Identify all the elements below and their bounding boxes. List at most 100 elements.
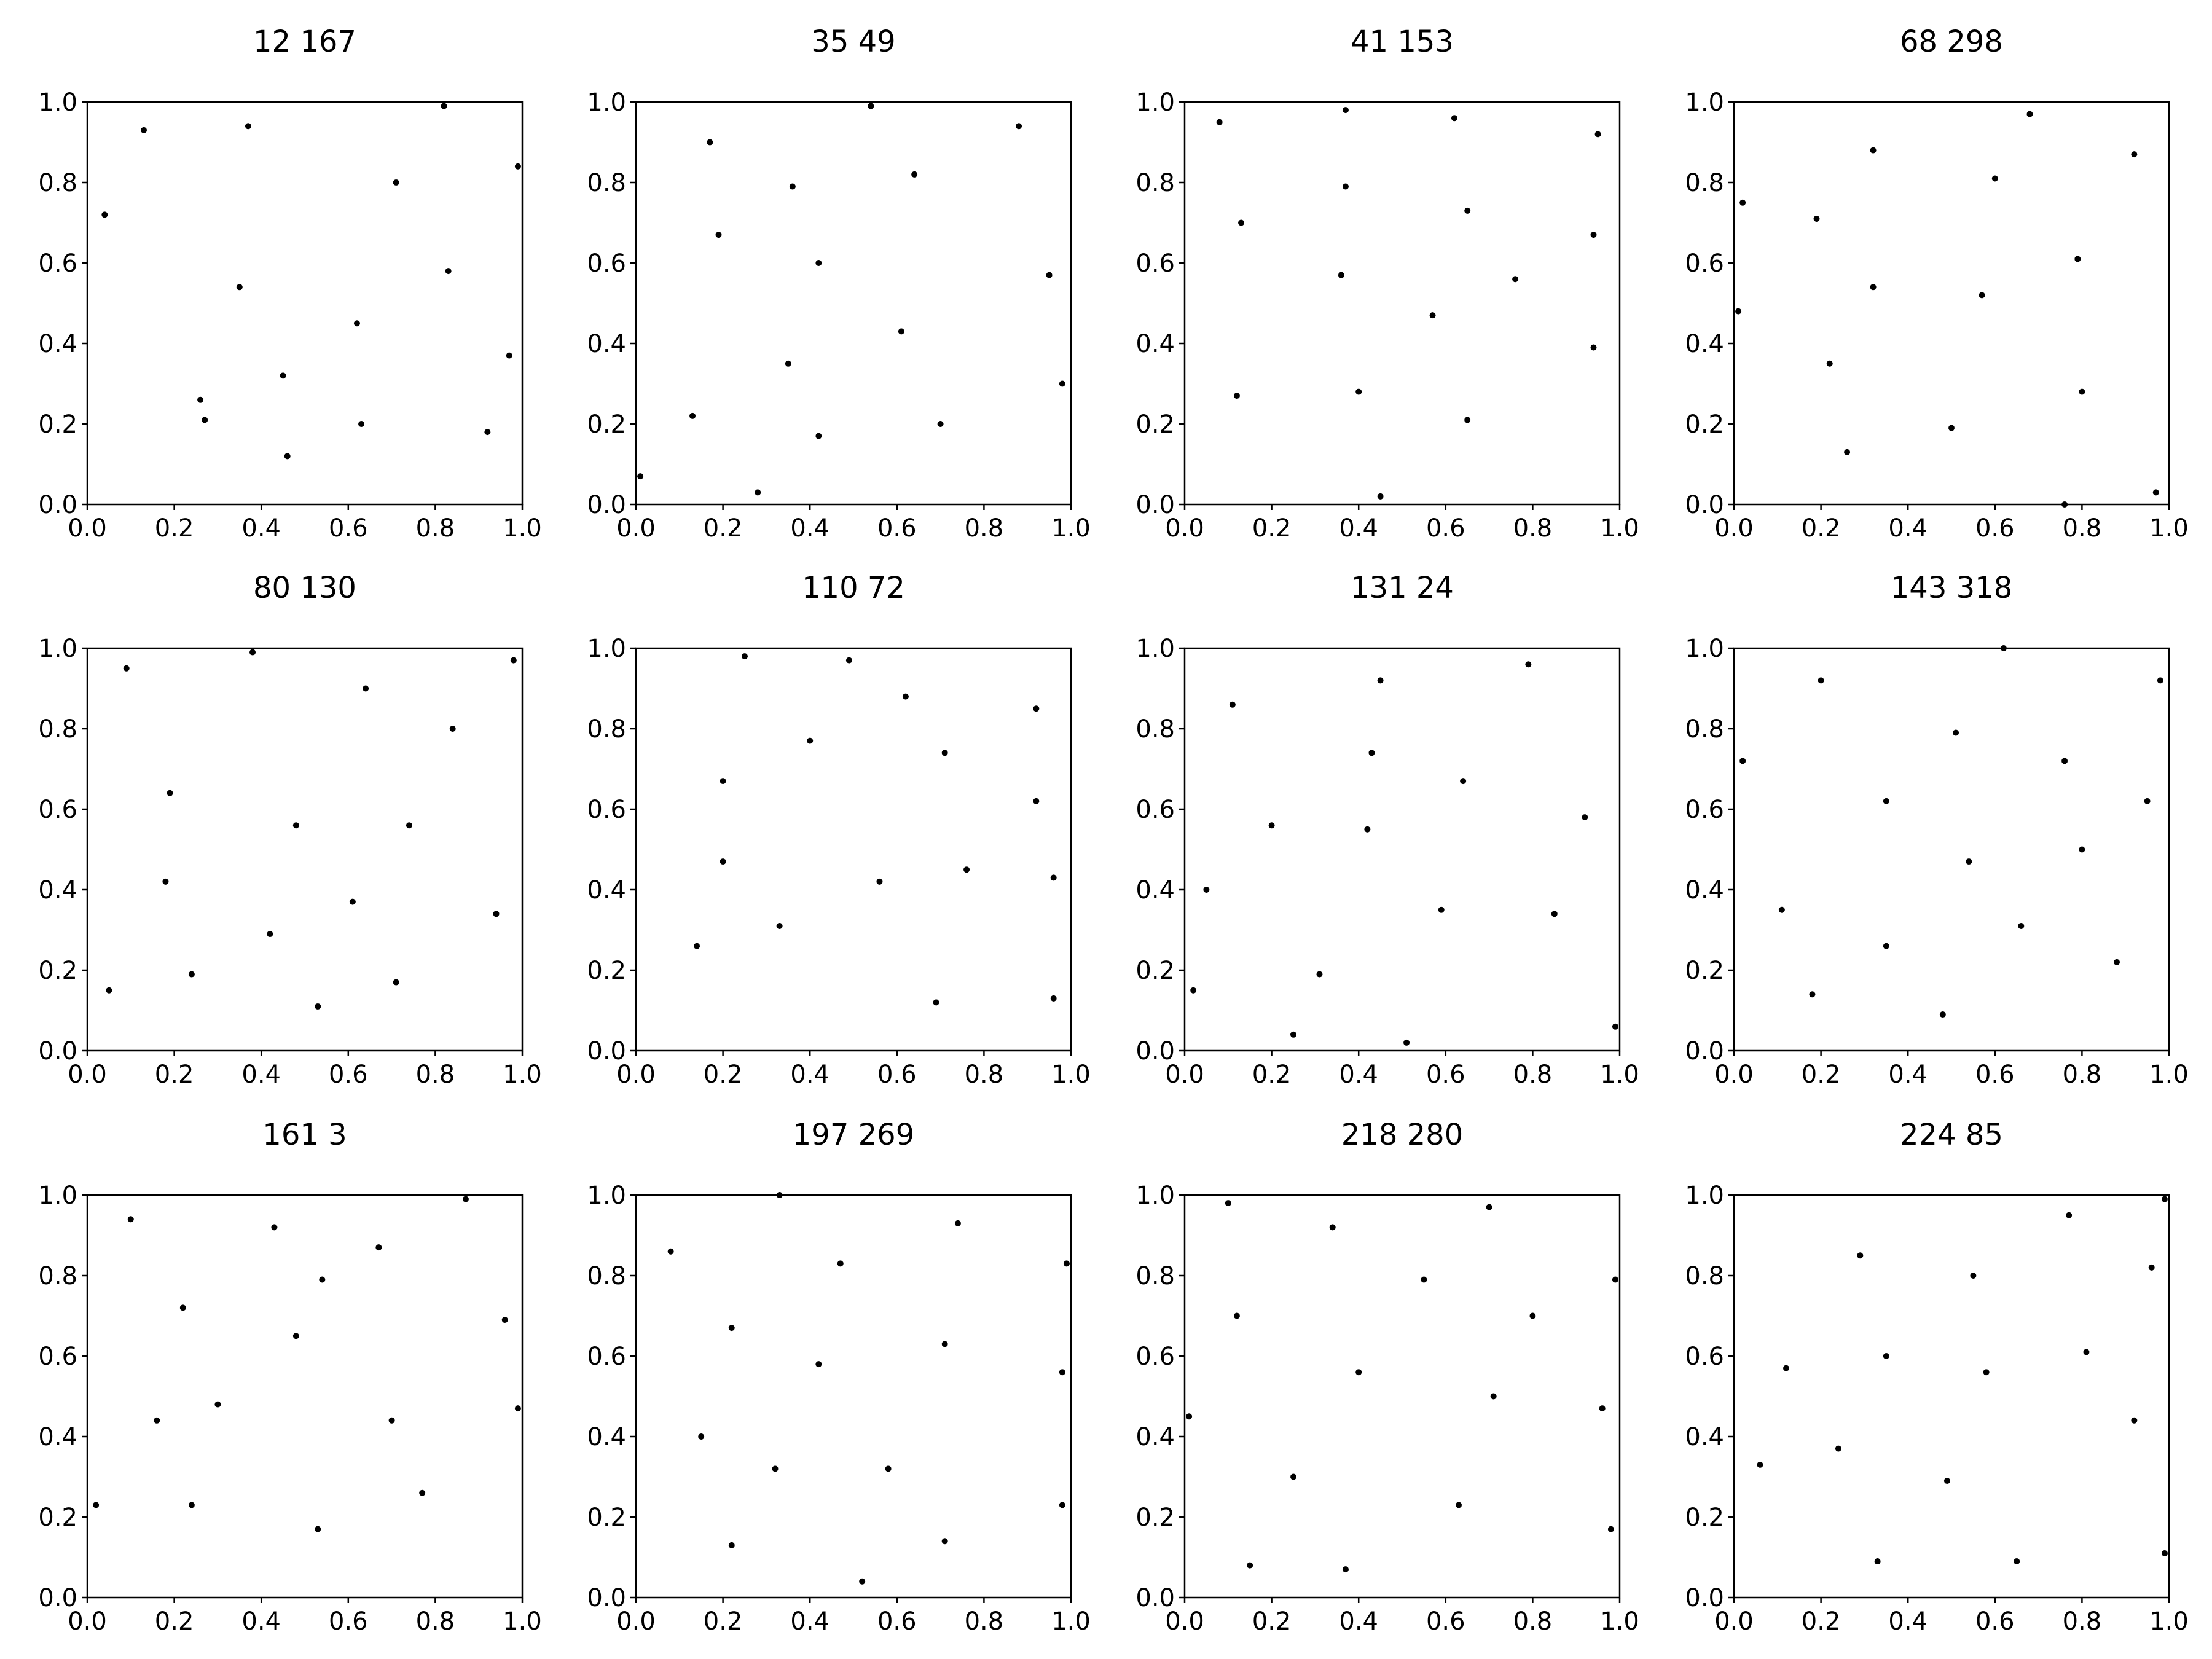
- x-tick-label: 0.2: [155, 1607, 194, 1636]
- data-point: [292, 822, 299, 829]
- y-tick-label: 0.8: [1135, 715, 1175, 743]
- x-tick-label: 1.0: [2149, 1061, 2189, 1089]
- x-tick-label: 0.4: [241, 514, 281, 543]
- data-point: [375, 1244, 382, 1251]
- data-point: [728, 1325, 735, 1332]
- data-point: [1778, 906, 1785, 913]
- y-tick-label: 1.0: [587, 635, 626, 663]
- data-point: [1599, 1405, 1606, 1412]
- data-point: [1059, 1502, 1065, 1508]
- y-tick-label: 1.0: [587, 1182, 626, 1210]
- axes-frame: [635, 101, 1072, 506]
- scatter-panel: 68 298 0.0 0.2 0.4 0.6 0.8 1.0 0.0 0.2 0.4 0.6 0.8 1…: [1685, 25, 2188, 543]
- data-point: [859, 1578, 866, 1585]
- data-point: [249, 649, 256, 656]
- y-tick-label: 0.2: [587, 1504, 626, 1532]
- data-point: [937, 421, 944, 427]
- data-point: [807, 737, 814, 744]
- y-tick-label: 1.0: [587, 88, 626, 117]
- panel-title: 224 85: [1900, 1118, 2003, 1152]
- data-point: [776, 1192, 783, 1198]
- data-point: [1525, 661, 1532, 668]
- y-tick-label: 0.8: [1135, 1262, 1175, 1290]
- data-point: [1486, 1204, 1492, 1210]
- data-point: [315, 1003, 321, 1010]
- data-point: [1464, 417, 1471, 423]
- y-tick-label: 0.0: [1135, 1584, 1175, 1612]
- data-point: [1739, 758, 1746, 764]
- scatter-panel: 197 269 0.0 0.2 0.4 0.6 0.8 1.0 0.0 0.2 0.4 0.6 0.8…: [587, 1118, 1090, 1636]
- data-point: [1368, 750, 1375, 756]
- y-tick-label: 0.8: [38, 169, 77, 197]
- data-point: [837, 1260, 844, 1267]
- data-point: [2114, 959, 2120, 965]
- data-point: [1225, 1200, 1231, 1207]
- data-point: [868, 103, 874, 109]
- data-point: [506, 352, 512, 359]
- data-point: [1464, 207, 1471, 214]
- data-point: [123, 665, 130, 672]
- data-point: [388, 1417, 395, 1424]
- y-tick-label: 0.4: [587, 1423, 626, 1451]
- axes-frame: [1183, 647, 1621, 1052]
- data-point: [501, 1317, 508, 1324]
- x-tick-label: 0.6: [329, 1061, 368, 1089]
- y-tick-label: 0.6: [587, 249, 626, 278]
- data-point: [493, 911, 500, 917]
- x-tick-label: 0.6: [877, 1061, 917, 1089]
- data-point: [1059, 380, 1065, 387]
- data-point: [245, 123, 251, 130]
- panel-title: 12 167: [253, 25, 356, 59]
- data-point: [349, 898, 356, 905]
- x-tick-label: 0.2: [155, 1061, 194, 1089]
- data-point: [510, 657, 517, 664]
- data-point: [1757, 1461, 1763, 1468]
- data-point: [1979, 292, 1985, 299]
- y-tick-label: 0.6: [587, 796, 626, 824]
- data-point: [292, 1333, 299, 1339]
- data-point: [707, 139, 713, 146]
- y-tick-label: 0.2: [1135, 957, 1175, 985]
- data-point: [785, 360, 791, 367]
- y-tick-label: 0.0: [1685, 1584, 1724, 1612]
- y-tick-label: 0.2: [587, 410, 626, 439]
- y-tick-label: 0.2: [38, 410, 77, 439]
- x-tick-label: 0.6: [329, 514, 368, 543]
- x-tick-label: 0.0: [68, 514, 107, 543]
- data-point: [445, 268, 452, 275]
- x-tick-label: 0.8: [416, 1061, 455, 1089]
- data-point: [101, 211, 108, 218]
- data-point: [1046, 272, 1053, 278]
- data-point: [1355, 1369, 1362, 1376]
- scatter-panel: 110 72 0.0 0.2 0.4 0.6 0.8 1.0 0.0 0.2 0.4 0.6 0.8 1…: [587, 571, 1090, 1089]
- data-point: [1735, 308, 1742, 315]
- y-tick-label: 0.6: [1135, 249, 1175, 278]
- axes-frame: [635, 1194, 1072, 1599]
- data-point: [188, 971, 195, 978]
- y-tick-label: 0.0: [1135, 491, 1175, 519]
- data-point: [2061, 758, 2068, 764]
- data-point: [267, 931, 273, 938]
- y-tick-label: 0.2: [1135, 1504, 1175, 1532]
- y-tick-label: 0.0: [1135, 1037, 1175, 1065]
- x-tick-label: 0.6: [877, 1607, 917, 1636]
- x-tick-label: 0.4: [790, 1607, 830, 1636]
- data-point: [1551, 911, 1558, 917]
- data-point: [358, 421, 365, 427]
- data-point: [188, 1502, 195, 1508]
- y-tick-label: 0.2: [1685, 410, 1724, 439]
- data-point: [1247, 1562, 1253, 1569]
- data-point: [441, 103, 447, 109]
- axes-frame: [86, 647, 524, 1052]
- data-point: [2074, 256, 2081, 262]
- panel-title: 110 72: [802, 571, 905, 605]
- y-tick-label: 0.2: [1685, 957, 1724, 985]
- x-tick-label: 0.0: [68, 1607, 107, 1636]
- scatter-panel: 41 153 0.0 0.2 0.4 0.6 0.8 1.0 0.0 0.2 0.4 0.6 0.8 1…: [1135, 25, 1639, 543]
- data-point: [514, 1405, 521, 1412]
- data-point: [284, 453, 291, 460]
- x-tick-label: 0.8: [416, 1607, 455, 1636]
- data-point: [1229, 701, 1236, 708]
- data-point: [1870, 147, 1877, 154]
- x-tick-label: 0.4: [241, 1061, 281, 1089]
